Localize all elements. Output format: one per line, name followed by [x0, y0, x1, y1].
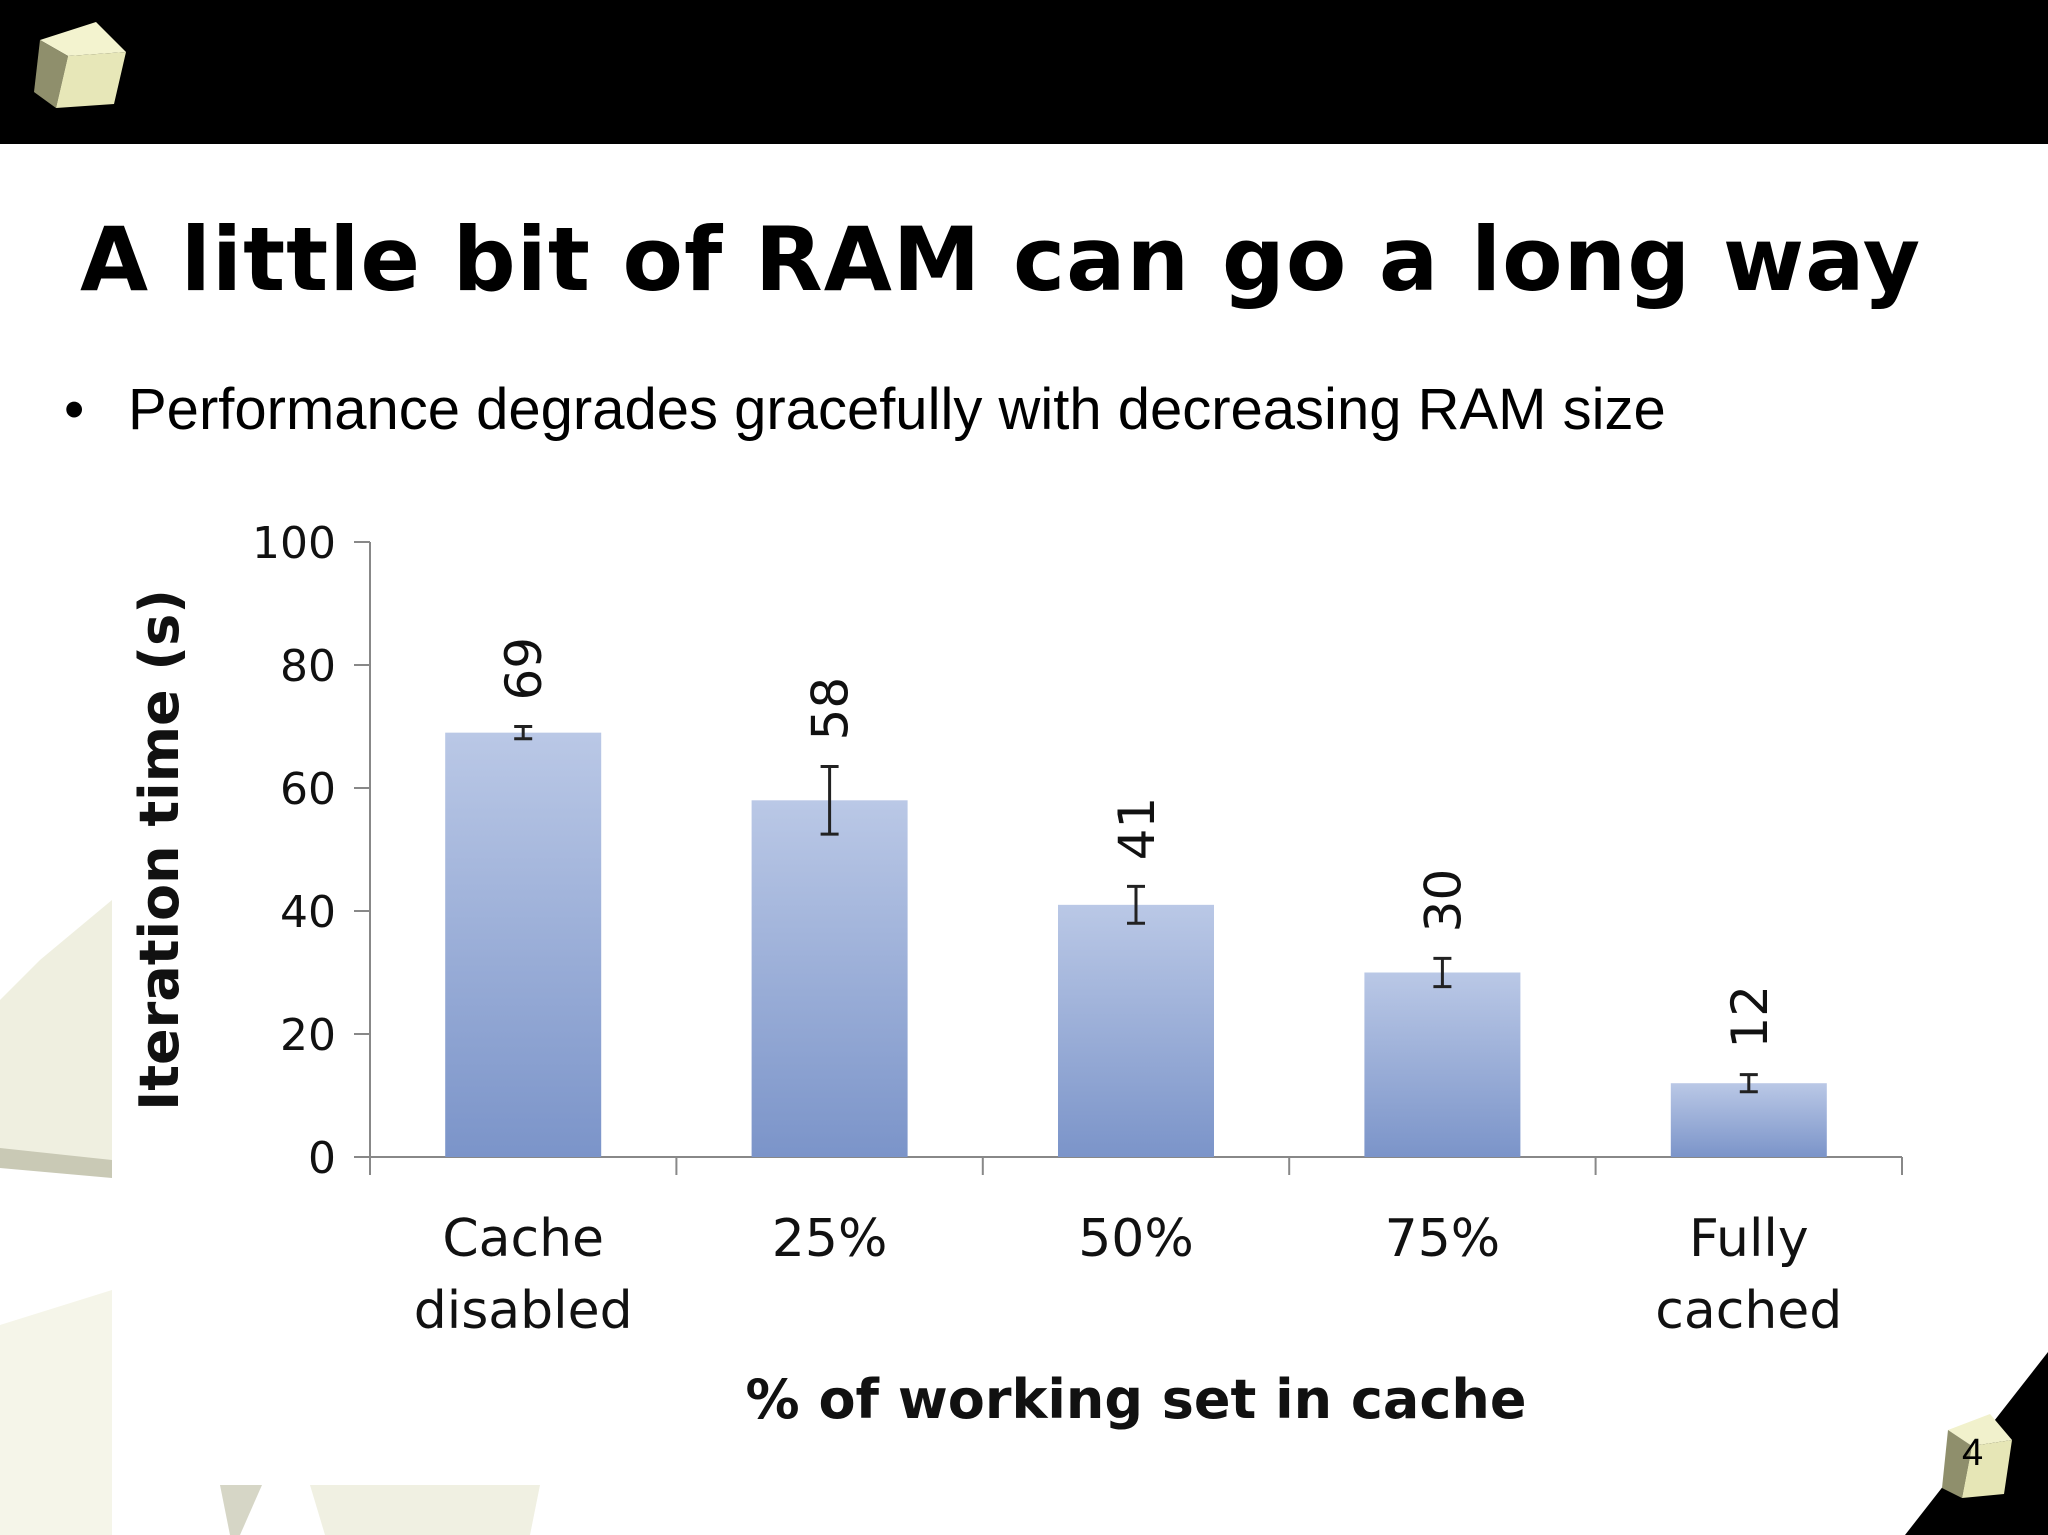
bullet-dot: • — [64, 377, 85, 442]
data-label: 12 — [1721, 985, 1779, 1049]
x-tick-label: 25% — [772, 1209, 888, 1269]
y-tick-label: 100 — [252, 518, 336, 569]
bullet-point: • Performance degrades gracefully with de… — [64, 376, 1666, 443]
error-bar — [1127, 884, 1145, 925]
bar — [1670, 1083, 1827, 1157]
data-label: 69 — [495, 637, 553, 701]
bar — [751, 800, 908, 1157]
data-label: 41 — [1108, 797, 1166, 861]
x-tick-label: 50% — [1078, 1209, 1194, 1269]
slide-title: A little bit of RAM can go a long way — [80, 208, 1922, 311]
bar — [1364, 972, 1521, 1157]
bar — [445, 732, 602, 1157]
bullet-text: Performance degrades gracefully with dec… — [128, 377, 1666, 442]
x-tick-label: Fully — [1689, 1209, 1809, 1269]
error-bar — [1433, 956, 1452, 989]
data-label: 58 — [802, 677, 860, 741]
x-tick-label: 75% — [1385, 1209, 1501, 1269]
y-tick-label: 0 — [308, 1133, 336, 1184]
y-tick-label: 60 — [280, 764, 336, 815]
error-bar — [1739, 1073, 1758, 1094]
error-bar — [820, 764, 839, 836]
x-axis-title: % of working set in cache — [746, 1368, 1527, 1431]
x-tick-label: cached — [1655, 1281, 1842, 1341]
top-band — [0, 0, 2048, 144]
y-axis-title: Iteration time (s) — [128, 589, 191, 1111]
bar — [1058, 904, 1214, 1157]
x-tick-label: disabled — [414, 1281, 633, 1341]
x-tick-label: Cache — [442, 1209, 604, 1269]
data-label: 30 — [1414, 869, 1472, 933]
y-tick-label: 80 — [280, 641, 336, 692]
y-tick-label: 20 — [280, 1010, 336, 1061]
y-tick-label: 40 — [280, 887, 336, 938]
error-bar — [514, 725, 533, 741]
page-number: 4 — [1962, 1432, 1984, 1474]
